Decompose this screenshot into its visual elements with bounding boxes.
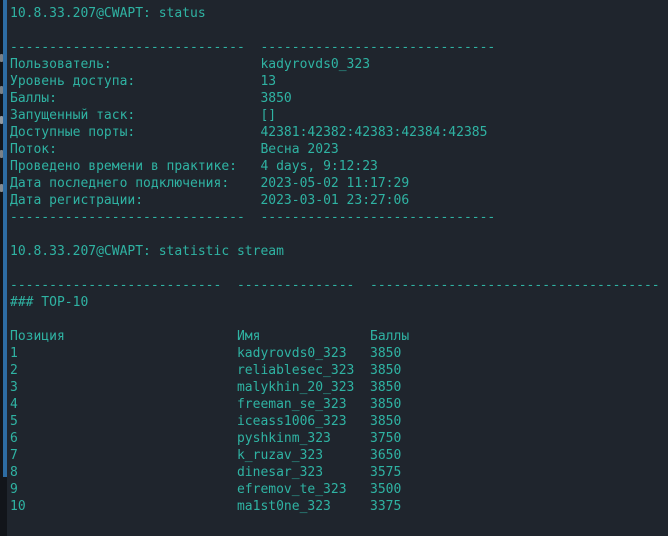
blank-line bbox=[10, 260, 668, 277]
separator-line: --------------------------- ------------… bbox=[10, 278, 660, 293]
points-cell: 3375 bbox=[370, 499, 402, 514]
field-label: Поток: bbox=[10, 142, 57, 157]
desktop-icon-fragment bbox=[0, 150, 3, 158]
status-field: Пользователь: kadyrovds0_323 bbox=[10, 56, 668, 73]
field-label: Дата последнего подключения: bbox=[10, 176, 230, 191]
table-row: 5 iceass1006_323 3850 bbox=[10, 413, 668, 430]
desktop-icon-fragment bbox=[0, 54, 3, 62]
field-value: 13 bbox=[260, 74, 277, 89]
terminal-window[interactable]: 10.8.33.207@CWAPT: status ---------------… bbox=[7, 0, 668, 536]
header-points: Баллы bbox=[370, 329, 410, 344]
name-cell: dinesar_323 bbox=[236, 465, 324, 480]
points-cell: 3575 bbox=[370, 465, 402, 480]
field-label: Запущенный таск: bbox=[10, 108, 136, 123]
window-edge-accent bbox=[3, 0, 7, 477]
rank-cell: 6 bbox=[10, 431, 18, 446]
field-label: Проведено времени в практике: bbox=[10, 159, 237, 174]
status-field: Баллы: 3850 bbox=[10, 90, 668, 107]
header-name: Имя bbox=[236, 329, 261, 344]
separator-line: ------------------------------ ---------… bbox=[10, 210, 496, 225]
status-field: Доступные порты: 42381:42382:42383:42384:… bbox=[10, 124, 668, 141]
table-row: 2 reliablesec_323 3850 bbox=[10, 362, 668, 379]
desktop-icon-fragment bbox=[0, 116, 3, 124]
desktop-icon-fragment bbox=[0, 184, 3, 192]
name-cell: freeman_se_323 bbox=[236, 397, 347, 412]
rank-cell: 2 bbox=[10, 363, 18, 378]
name-cell: efremov_te_323 bbox=[236, 482, 347, 497]
command-line-statistic-stream: 10.8.33.207@CWAPT: statistic stream bbox=[10, 243, 668, 260]
points-cell: 3850 bbox=[370, 414, 402, 429]
rank-cell: 5 bbox=[10, 414, 18, 429]
points-cell: 3850 bbox=[370, 397, 402, 412]
rank-cell: 8 bbox=[10, 465, 18, 480]
table-row: 4 freeman_se_323 3850 bbox=[10, 396, 668, 413]
field-value: 4 days, 9:12:23 bbox=[260, 159, 378, 174]
prompt: 10.8.33.207@CWAPT: bbox=[10, 6, 151, 21]
status-field: Проведено времени в практике: 4 days, 9:1… bbox=[10, 158, 668, 175]
points-cell: 3650 bbox=[370, 448, 402, 463]
rank-cell: 3 bbox=[10, 380, 18, 395]
name-cell: k_ruzav_323 bbox=[236, 448, 324, 463]
blank-line bbox=[10, 22, 668, 39]
table-header-row: Позиция Имя Баллы bbox=[10, 328, 668, 345]
field-value: 2023-05-02 11:17:29 bbox=[260, 176, 410, 191]
name-cell: iceass1006_323 bbox=[236, 414, 347, 429]
status-field: Поток: Весна 2023 bbox=[10, 141, 668, 158]
desktop-strip bbox=[0, 0, 7, 536]
field-label: Дата регистрации: bbox=[10, 193, 144, 208]
status-field: Дата регистрации: 2023-03-01 23:27:06 bbox=[10, 192, 668, 209]
field-value: 42381:42382:42383:42384:42385 bbox=[260, 125, 488, 140]
rank-cell: 1 bbox=[10, 346, 18, 361]
name-cell: reliablesec_323 bbox=[236, 363, 355, 378]
status-field: Дата последнего подключения: 2023-05-02 1… bbox=[10, 175, 668, 192]
table-row: 9 efremov_te_323 3500 bbox=[10, 481, 668, 498]
name-cell: malykhin_20_323 bbox=[236, 380, 355, 395]
name-cell: ma1st0ne_323 bbox=[236, 499, 331, 514]
rank-cell: 9 bbox=[10, 482, 18, 497]
field-value: Весна 2023 bbox=[260, 142, 339, 157]
name-cell: pyshkinm_323 bbox=[236, 431, 331, 446]
field-label: Уровень доступа: bbox=[10, 74, 136, 89]
name-cell: kadyrovds0_323 bbox=[236, 346, 347, 361]
blank-line bbox=[10, 226, 668, 243]
table-row: 10 ma1st0ne_323 3375 bbox=[10, 498, 668, 515]
command-status: status bbox=[158, 6, 206, 21]
separator-line: ------------------------------ ---------… bbox=[10, 40, 496, 55]
field-value: 2023-03-01 23:27:06 bbox=[260, 193, 410, 208]
table-row: 7 k_ruzav_323 3650 bbox=[10, 447, 668, 464]
top10-heading: ### TOP-10 bbox=[10, 295, 89, 310]
field-value: 3850 bbox=[260, 91, 292, 106]
status-field: Запущенный таск: [] bbox=[10, 107, 668, 124]
field-label: Доступные порты: bbox=[10, 125, 136, 140]
header-position: Позиция bbox=[10, 329, 65, 344]
points-cell: 3500 bbox=[370, 482, 402, 497]
field-value: [] bbox=[260, 108, 277, 123]
field-value: kadyrovds0_323 bbox=[260, 57, 371, 72]
table-row: 3 malykhin_20_323 3850 bbox=[10, 379, 668, 396]
desktop-icon-fragment bbox=[0, 86, 3, 94]
prompt: 10.8.33.207@CWAPT: bbox=[10, 244, 151, 259]
points-cell: 3850 bbox=[370, 380, 402, 395]
points-cell: 3850 bbox=[370, 363, 402, 378]
field-label: Пользователь: bbox=[10, 57, 112, 72]
table-row: 8 dinesar_323 3575 bbox=[10, 464, 668, 481]
points-cell: 3750 bbox=[370, 431, 402, 446]
table-row: 1 kadyrovds0_323 3850 bbox=[10, 345, 668, 362]
command-statistic-stream: statistic stream bbox=[158, 244, 284, 259]
rank-cell: 10 bbox=[10, 499, 26, 514]
table-row: 6 pyshkinm_323 3750 bbox=[10, 430, 668, 447]
blank-line bbox=[10, 311, 668, 328]
status-field: Уровень доступа: 13 bbox=[10, 73, 668, 90]
points-cell: 3850 bbox=[370, 346, 402, 361]
rank-cell: 7 bbox=[10, 448, 18, 463]
command-line-status: 10.8.33.207@CWAPT: status bbox=[10, 5, 668, 22]
field-label: Баллы: bbox=[10, 91, 57, 106]
rank-cell: 4 bbox=[10, 397, 18, 412]
